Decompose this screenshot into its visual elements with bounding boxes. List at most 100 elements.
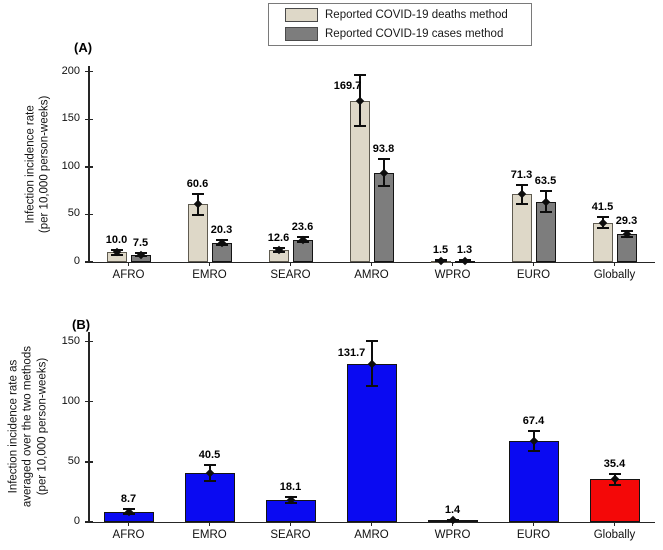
bar-value-label: 23.6 — [291, 220, 314, 233]
error-bar-cap-top — [527, 430, 540, 433]
legend-item-cases-method: Reported COVID-19 cases method — [285, 26, 531, 42]
y-axis-tick-label: 150 — [61, 112, 80, 125]
x-axis-tick — [532, 262, 535, 266]
error-bar-cap-top — [515, 183, 528, 186]
deaths-method-swatch-icon — [285, 8, 318, 22]
bar-value-label: 7.5 — [132, 237, 149, 250]
x-axis-category-label: EURO — [516, 529, 551, 541]
x-axis-category-label: Globally — [593, 269, 636, 281]
x-axis-category-label: SEARO — [270, 529, 311, 541]
x-axis-category-label: EMRO — [192, 529, 227, 541]
mean-marker-icon — [448, 516, 457, 525]
x-axis-tick — [289, 262, 292, 266]
error-bar-cap-top — [608, 473, 621, 476]
error-bar-cap-top — [203, 464, 216, 467]
error-bar-cap-top — [191, 192, 204, 195]
cases-method-swatch-icon — [285, 27, 318, 41]
y-axis-tick — [85, 400, 93, 403]
bar-value-label: 35.4 — [603, 458, 626, 471]
x-axis-category-label: EMRO — [192, 269, 227, 281]
error-bar-cap-bottom — [515, 202, 528, 205]
x-axis-tick — [370, 262, 373, 266]
y-axis-tick — [85, 213, 93, 216]
legend-item-deaths-method: Reported COVID-19 deaths method — [285, 7, 531, 23]
bar-value-label: 169.7 — [333, 79, 362, 92]
x-axis-tick — [127, 522, 130, 526]
legend: Reported COVID-19 deaths method Reported… — [268, 3, 532, 46]
x-axis-tick — [613, 522, 616, 526]
y-axis-tick-label: 50 — [67, 207, 80, 220]
error-bar-cap-bottom — [353, 125, 366, 128]
y-axis-tick-label: 200 — [61, 64, 80, 77]
bar-value-label: 60.6 — [186, 177, 209, 190]
x-axis-category-label: WPRO — [434, 269, 471, 281]
bar-value-label: 71.3 — [510, 168, 533, 181]
y-axis-tick — [85, 118, 93, 121]
y-axis-tick — [85, 70, 93, 73]
legend-item-label: Reported COVID-19 cases method — [325, 28, 504, 40]
y-axis-tick — [85, 166, 93, 168]
bar-value-label: 8.7 — [120, 493, 137, 506]
bar-value-label: 1.3 — [456, 244, 473, 257]
bar — [346, 363, 397, 522]
bar-value-label: 12.6 — [267, 232, 290, 245]
error-bar-cap-bottom — [596, 227, 609, 230]
bar-value-label: 40.5 — [198, 449, 221, 462]
x-axis-category-label: WPRO — [434, 529, 471, 541]
bar-value-label: 1.4 — [444, 503, 461, 516]
error-bar-cap-top — [377, 158, 390, 161]
error-bar-cap-top — [353, 73, 366, 76]
bar-value-label: 10.0 — [105, 234, 128, 247]
x-axis-category-label: AMRO — [354, 529, 389, 541]
error-bar-cap-top — [596, 215, 609, 218]
y-axis-tick-label: 50 — [67, 454, 80, 467]
x-axis-category-label: AFRO — [112, 269, 145, 281]
error-bar-cap-bottom — [539, 211, 552, 214]
x-axis-tick — [127, 262, 130, 266]
y-axis-tick — [85, 521, 93, 523]
mean-marker-icon — [460, 256, 469, 265]
panel-b-letter: (B) — [72, 317, 91, 332]
x-axis-category-label: AMRO — [354, 269, 389, 281]
bar-value-label: 63.5 — [534, 175, 557, 188]
bar-value-label: 131.7 — [337, 346, 366, 359]
y-axis-tick — [85, 340, 93, 343]
bar — [508, 440, 559, 522]
x-axis-category-label: AFRO — [112, 529, 145, 541]
y-axis-line — [88, 332, 90, 522]
error-bar-cap-bottom — [365, 385, 378, 388]
y-axis-line — [88, 66, 90, 262]
error-bar-cap-bottom — [203, 480, 216, 483]
bar-value-label: 29.3 — [615, 215, 638, 228]
x-axis-tick — [532, 522, 535, 526]
error-bar-cap-top — [365, 339, 378, 342]
x-axis-tick — [370, 522, 373, 526]
x-axis-tick — [208, 262, 211, 266]
x-axis-tick — [289, 522, 292, 526]
error-bar-cap-bottom — [377, 185, 390, 188]
y-axis-tick — [85, 461, 93, 463]
x-axis-category-label: SEARO — [270, 269, 311, 281]
y-axis-tick — [85, 261, 93, 263]
panel-a-letter: (A) — [74, 40, 93, 55]
x-axis-category-label: EURO — [516, 269, 551, 281]
y-axis-tick-label: 0 — [73, 255, 80, 267]
legend-item-label: Reported COVID-19 deaths method — [325, 9, 508, 21]
error-bar-cap-bottom — [527, 449, 540, 452]
y-axis-tick-label: 100 — [61, 159, 80, 172]
y-axis-tick-label: 0 — [73, 515, 80, 527]
bar-value-label: 67.4 — [522, 415, 545, 428]
error-bar-cap-bottom — [608, 483, 621, 486]
bar-value-label: 18.1 — [279, 481, 302, 494]
bar-value-label: 20.3 — [210, 224, 233, 237]
bar-value-label: 1.5 — [432, 244, 449, 257]
x-axis-tick — [208, 522, 211, 526]
bar-value-label: 41.5 — [591, 200, 614, 213]
y-axis-tick-label: 150 — [61, 334, 80, 347]
x-axis-tick — [451, 262, 454, 266]
x-axis-category-label: Globally — [593, 529, 636, 541]
bar-value-label: 93.8 — [372, 143, 395, 156]
mean-marker-icon — [436, 256, 445, 265]
error-bar-cap-top — [539, 190, 552, 193]
